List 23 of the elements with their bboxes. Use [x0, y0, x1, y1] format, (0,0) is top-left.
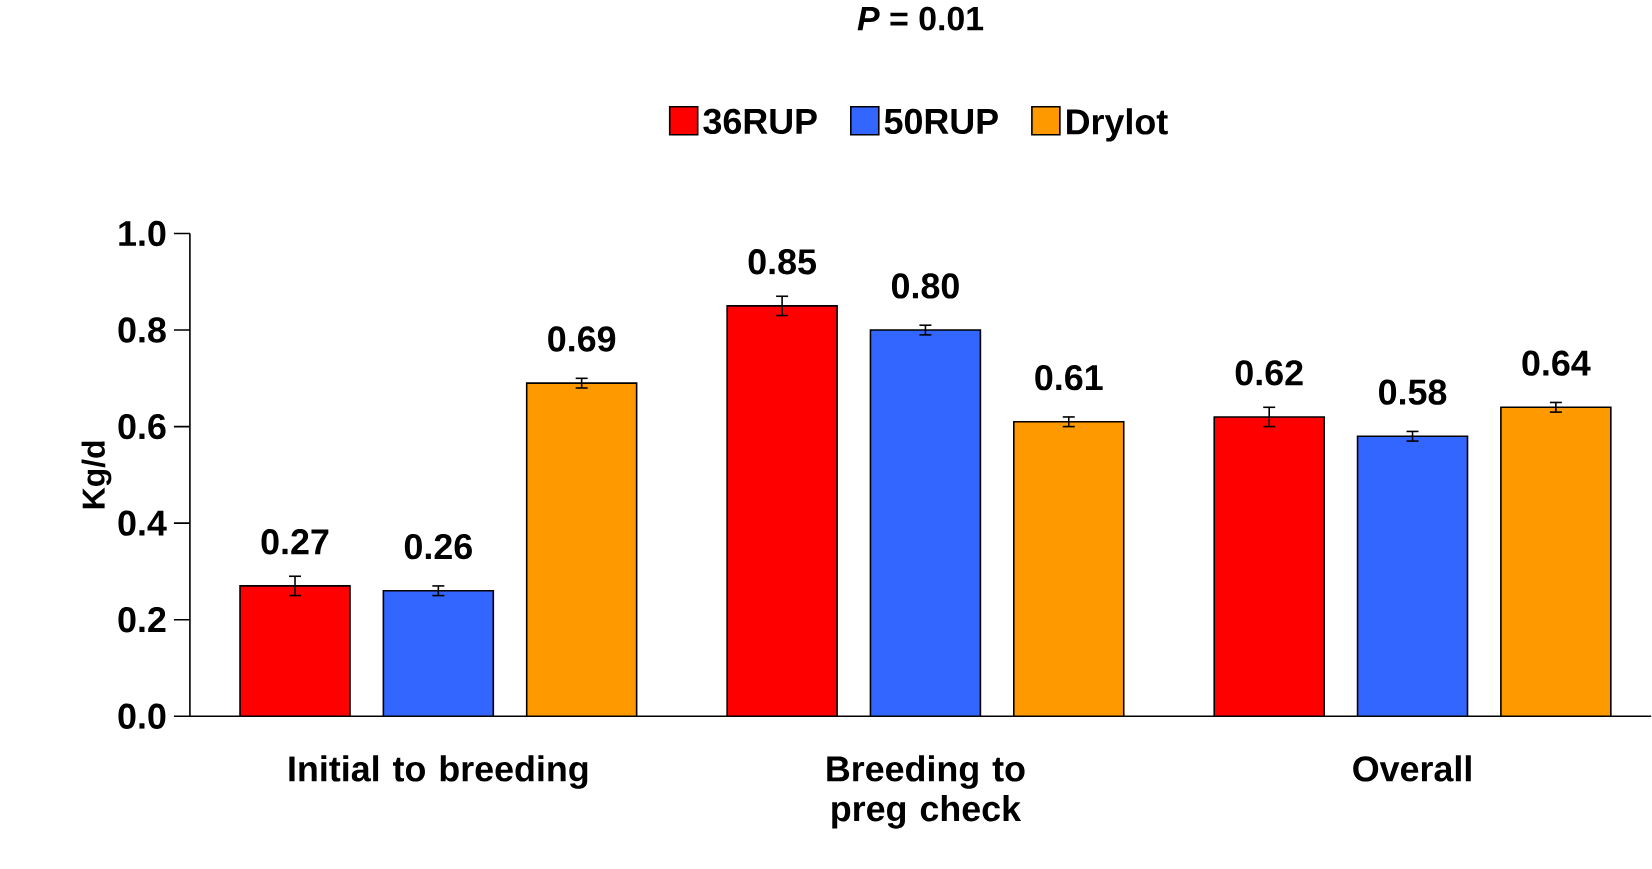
- y-axis-title: Kg/d: [81, 441, 112, 509]
- data-label: 0.69: [548, 326, 616, 352]
- x-tick-label: Overall: [1353, 755, 1471, 782]
- y-tick-label: 0.8: [118, 317, 166, 343]
- y-tick-label: 0.2: [118, 606, 166, 633]
- y-tick-label: 0.4: [118, 510, 167, 536]
- x-tick-label: Breeding to preg check: [827, 755, 1025, 829]
- chart-title: P = 0.01: [857, 6, 984, 31]
- y-tick-label: 1.0: [119, 220, 166, 247]
- legend-label: Drylot: [1067, 108, 1168, 142]
- data-label: 0.64: [1522, 350, 1591, 376]
- legend-label: 50RUP: [884, 108, 998, 134]
- data-label: 0.26: [404, 533, 472, 560]
- data-label: 0.62: [1235, 360, 1303, 386]
- data-label: 0.85: [748, 249, 817, 275]
- y-tick-label: 0.0: [118, 703, 166, 729]
- x-tick-label: Initial to breeding: [289, 755, 588, 789]
- data-label: 0.80: [891, 273, 959, 299]
- legend-label: 36RUP: [703, 108, 817, 135]
- data-label: 0.58: [1379, 379, 1447, 405]
- data-label: 0.61: [1035, 364, 1103, 391]
- y-tick-label: 0.6: [118, 413, 166, 440]
- data-label: 0.27: [261, 529, 329, 555]
